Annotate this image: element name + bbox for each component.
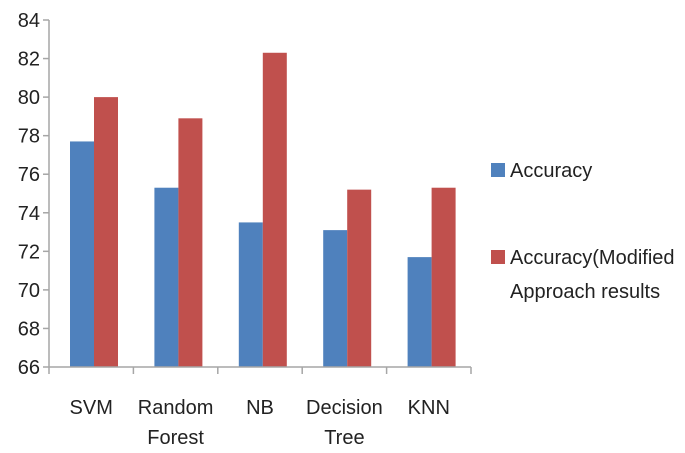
bar-accuracy-modified: [178, 118, 203, 367]
bar-accuracy: [323, 230, 348, 367]
x-tick-label: Decision Tree: [306, 397, 383, 449]
bar-accuracy: [407, 257, 432, 367]
bar-accuracy: [154, 187, 179, 367]
x-tick-label: SVM: [70, 397, 113, 419]
legend: Accuracy Accuracy(Modified Approach result…: [491, 160, 675, 303]
y-tick-label: 66: [18, 357, 40, 379]
y-tick-label: 68: [18, 318, 40, 340]
bar-accuracy-modified: [94, 97, 118, 367]
axes: [48, 20, 472, 374]
y-tick-label: 70: [18, 280, 40, 302]
x-tick-label: NB: [246, 397, 274, 419]
y-tick-label: 82: [18, 49, 40, 71]
bar-accuracy-modified: [262, 52, 287, 368]
bar-accuracy-modified: [431, 187, 456, 367]
y-tick-label: 74: [18, 203, 40, 225]
x-tick-label: Random Forest: [138, 397, 214, 449]
y-tick-label: 72: [18, 241, 40, 263]
legend-swatch: [491, 163, 505, 177]
bar-accuracy: [70, 141, 94, 367]
y-tick-label: 76: [18, 164, 40, 186]
y-tick-label: 78: [18, 126, 40, 148]
legend-swatch: [491, 250, 505, 264]
bar-accuracy-modified: [347, 189, 372, 367]
x-axis-labels: SVM Random Forest NB Decision Tree KNN: [70, 397, 450, 449]
y-tick-label: 84: [18, 10, 40, 32]
legend-label: Accuracy(Modified Approach results: [510, 247, 675, 303]
y-tick-label: 80: [18, 87, 40, 109]
bar-accuracy: [238, 222, 263, 367]
legend-label: Accuracy: [510, 160, 592, 182]
bars: [70, 52, 456, 368]
y-axis-ticks: 66 68 70 72 74 76 78 80 82 84: [18, 10, 49, 379]
x-tick-label: KNN: [408, 397, 450, 419]
